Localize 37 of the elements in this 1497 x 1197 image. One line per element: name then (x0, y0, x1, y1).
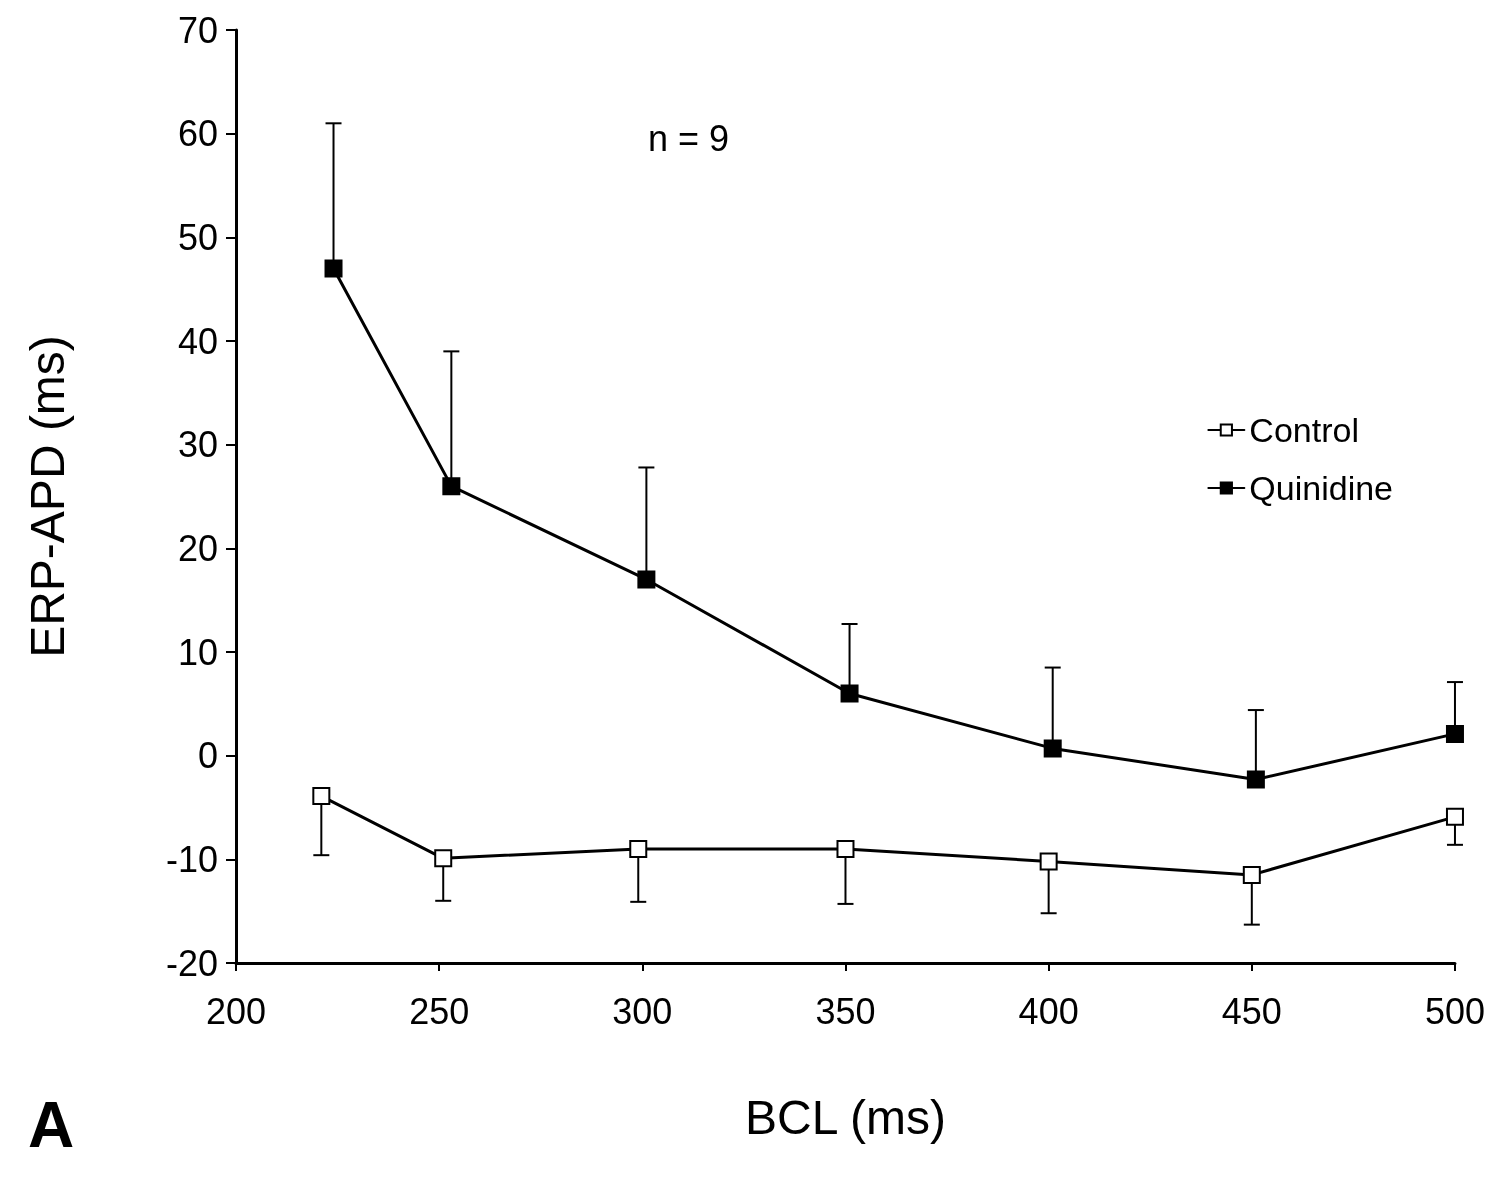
text: A (28, 1089, 75, 1161)
y-tick-label: 50 (177, 216, 218, 258)
y-tick-label: 40 (177, 320, 218, 362)
point (836, 839, 855, 858)
point (1445, 807, 1464, 826)
point (629, 839, 648, 858)
y-tick-label: 60 (177, 113, 218, 155)
point (442, 477, 461, 496)
x-tick-label: 350 (815, 990, 876, 1032)
y-tick-label: -10 (165, 838, 218, 880)
y-tick-label: 0 (197, 735, 218, 777)
y-axis-title: ERP-APD (ms) (20, 335, 74, 658)
annotation: n = 9 (648, 117, 730, 159)
x-tick-label: 400 (1018, 990, 1079, 1032)
point (1246, 770, 1265, 789)
x-tick-label: 200 (205, 990, 267, 1032)
point (434, 849, 453, 868)
y-tick-label: 20 (177, 527, 218, 569)
point (1242, 865, 1261, 884)
x-tick-label: 300 (612, 990, 673, 1032)
point (1445, 724, 1464, 743)
point (1043, 739, 1062, 758)
y-tick-label: 10 (177, 631, 218, 673)
point (312, 787, 331, 806)
x-tick-label: 450 (1221, 990, 1282, 1032)
point (324, 259, 343, 278)
x-axis-title: BCL (ms) (745, 1090, 946, 1144)
point (637, 570, 656, 589)
x-tick-label: 250 (409, 990, 470, 1032)
y-tick-label: 70 (177, 9, 218, 51)
legend-label: Quinidine (1249, 469, 1393, 507)
y-tick-label: -20 (165, 942, 218, 984)
x-tick-label: 500 (1424, 990, 1486, 1032)
legend-label: Control (1249, 411, 1359, 449)
point (1039, 852, 1058, 871)
point (840, 684, 859, 703)
y-tick-label: 30 (177, 424, 218, 466)
